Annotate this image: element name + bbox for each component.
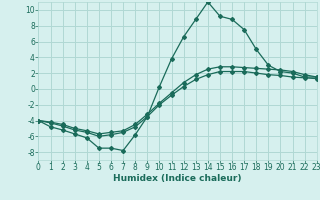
X-axis label: Humidex (Indice chaleur): Humidex (Indice chaleur) [113,174,242,183]
